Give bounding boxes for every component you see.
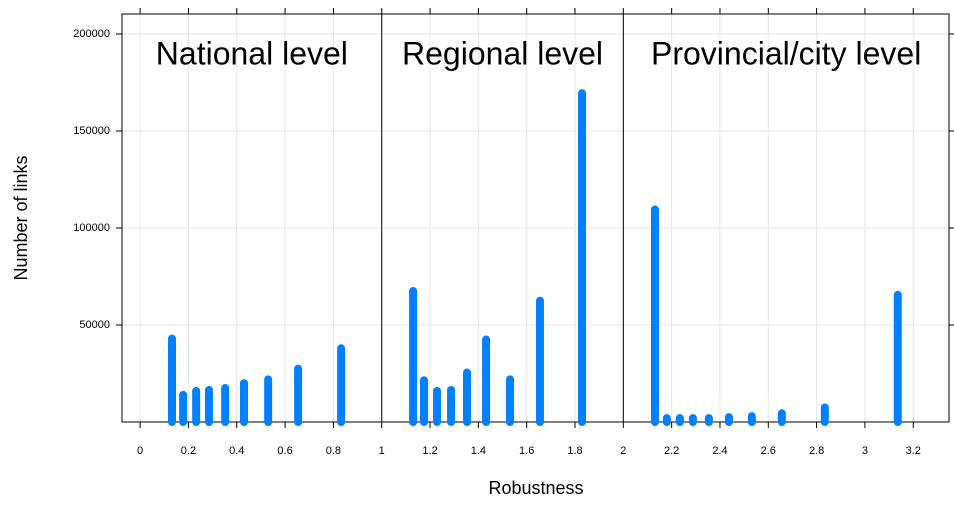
x-tick-label: 1.2 — [422, 445, 437, 457]
x-tick-label: 2.6 — [761, 445, 776, 457]
x-tick-label: 1.4 — [471, 445, 486, 457]
x-tick-label: 1 — [379, 445, 385, 457]
plot-frame — [121, 13, 950, 423]
y-tick-label: 50000 — [79, 319, 110, 331]
panel-label: Provincial/city level — [651, 35, 921, 71]
panel-label: Regional level — [402, 35, 603, 71]
x-tick-label: 2.2 — [664, 445, 679, 457]
x-tick-label: 3 — [862, 445, 868, 457]
x-tick-label: 2 — [620, 445, 626, 457]
x-tick-label: 0.8 — [326, 445, 341, 457]
x-tick-label: 0 — [137, 445, 143, 457]
panel-label: National level — [156, 35, 348, 71]
x-tick-label: 2.8 — [809, 445, 824, 457]
x-tick-label: 0.2 — [181, 445, 196, 457]
y-tick-label: 100000 — [73, 222, 110, 234]
y-tick-label: 150000 — [73, 125, 110, 137]
x-tick-label: 3.2 — [906, 445, 921, 457]
x-tick-label: 0.4 — [229, 445, 244, 457]
y-axis-label: Number of links — [11, 155, 31, 280]
y-tick-label: 200000 — [73, 28, 110, 40]
x-tick-label: 1.6 — [519, 445, 534, 457]
x-tick-label: 0.6 — [277, 445, 292, 457]
x-tick-label: 1.8 — [567, 445, 582, 457]
x-tick-label: 2.4 — [712, 445, 727, 457]
x-axis-label: Robustness — [488, 478, 583, 498]
